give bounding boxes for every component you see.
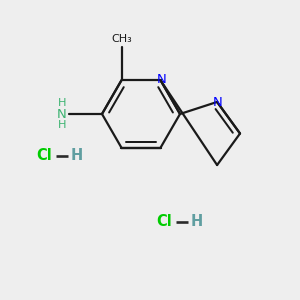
Text: N: N [157,73,166,86]
Text: H: H [70,148,83,164]
Text: CH₃: CH₃ [111,34,132,44]
Text: H: H [58,120,66,130]
Text: N: N [213,96,223,109]
Text: N: N [57,107,66,121]
Text: Cl: Cl [156,214,172,230]
Text: H: H [58,98,66,108]
Text: H: H [190,214,203,230]
Text: Cl: Cl [36,148,52,164]
